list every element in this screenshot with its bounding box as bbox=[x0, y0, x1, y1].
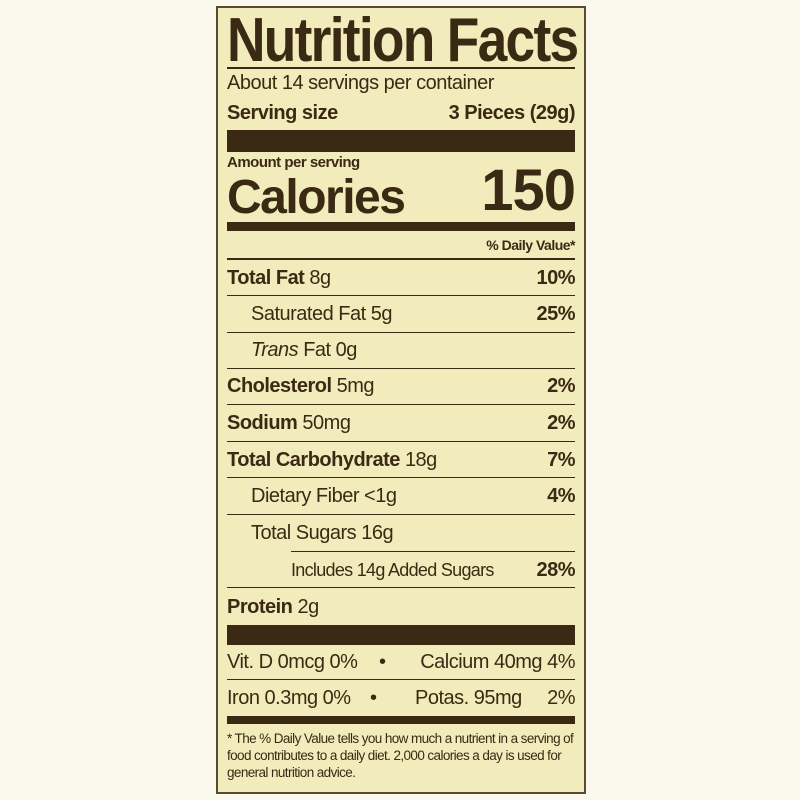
dv-dietary-fiber: 4% bbox=[547, 485, 575, 507]
thick-bar bbox=[227, 130, 575, 152]
nutrient-dietary-fiber: Dietary Fiber <1g bbox=[251, 485, 397, 507]
divider bbox=[227, 441, 575, 442]
thick-bar bbox=[227, 625, 575, 645]
nutrient-cholesterol: Cholesterol 5mg bbox=[227, 375, 375, 397]
footnote: * The % Daily Value tells you how much a… bbox=[227, 731, 574, 780]
bullet-separator: • bbox=[370, 687, 377, 709]
nutrient-sodium: Sodium 50mg bbox=[227, 412, 351, 434]
amount-per-serving: Amount per serving bbox=[227, 154, 360, 171]
divider bbox=[227, 587, 575, 588]
dv-saturated-fat: 25% bbox=[536, 303, 575, 325]
dv-total-fat: 10% bbox=[536, 267, 575, 289]
servings-per-container: About 14 servings per container bbox=[227, 72, 494, 94]
divider bbox=[227, 477, 575, 478]
dv-total-carbohydrate: 7% bbox=[547, 449, 575, 471]
nutrient-trans-fat: Trans Fat 0g bbox=[251, 339, 357, 361]
divider bbox=[227, 258, 575, 260]
vitamin-d: Vit. D 0mcg 0% bbox=[227, 651, 358, 673]
calories-label: Calories bbox=[227, 171, 406, 224]
iron: Iron 0.3mg 0% bbox=[227, 687, 351, 709]
divider bbox=[227, 514, 575, 515]
divider bbox=[227, 67, 575, 69]
calcium: Calcium 40mg 4% bbox=[420, 651, 575, 673]
nutrient-total-fat: Total Fat 8g bbox=[227, 267, 331, 289]
thick-bar bbox=[227, 716, 575, 724]
dv-cholesterol: 2% bbox=[547, 375, 575, 397]
nutrient-saturated-fat: Saturated Fat 5g bbox=[251, 303, 393, 325]
serving-size-label: Serving size bbox=[227, 102, 338, 124]
label-title: Nutrition Facts bbox=[227, 6, 579, 75]
calories-value: 150 bbox=[481, 158, 576, 223]
dv-potassium: 2% bbox=[547, 687, 575, 709]
serving-size-value: 3 Pieces (29g) bbox=[448, 102, 576, 124]
dv-sodium: 2% bbox=[547, 412, 575, 434]
divider bbox=[227, 368, 575, 369]
bullet-separator: • bbox=[379, 651, 386, 673]
nutrient-total-sugars: Total Sugars 16g bbox=[251, 522, 394, 544]
nutrition-facts-label: Nutrition Facts About 14 servings per co… bbox=[216, 6, 586, 794]
divider bbox=[227, 295, 575, 296]
daily-value-header: % Daily Value* bbox=[486, 237, 575, 253]
dv-added-sugars: 28% bbox=[536, 559, 575, 581]
divider bbox=[227, 404, 575, 405]
potassium: Potas. 95mg bbox=[415, 687, 522, 709]
thick-bar bbox=[227, 222, 575, 231]
nutrient-protein: Protein 2g bbox=[227, 596, 319, 618]
divider bbox=[227, 332, 575, 333]
divider bbox=[291, 551, 575, 552]
nutrient-added-sugars: Includes 14g Added Sugars bbox=[291, 560, 494, 580]
nutrient-total-carbohydrate: Total Carbohydrate 18g bbox=[227, 449, 437, 471]
divider bbox=[227, 679, 575, 680]
